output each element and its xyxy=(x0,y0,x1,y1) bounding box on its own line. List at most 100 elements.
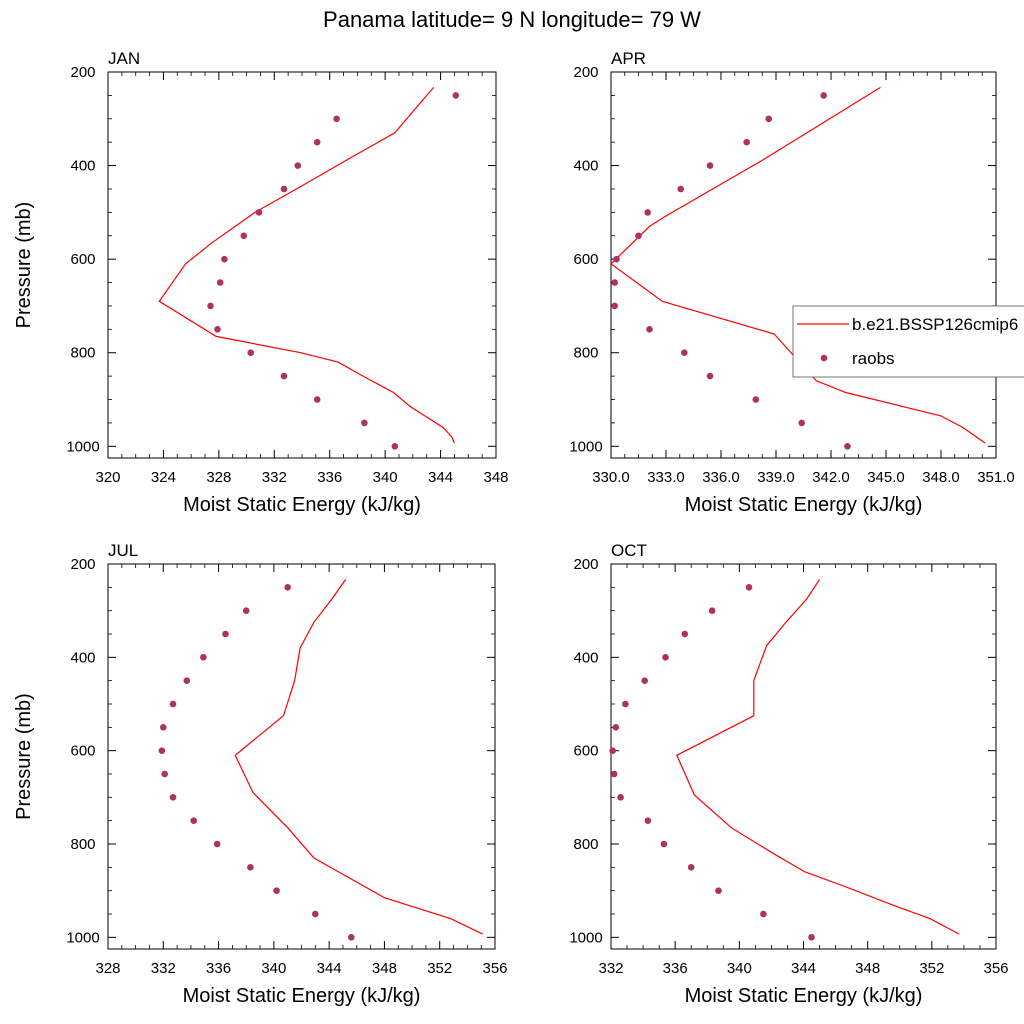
x-tick-label: 344 xyxy=(791,960,816,977)
obs-point xyxy=(622,700,629,708)
y-tick-label: 400 xyxy=(573,158,598,175)
y-axis-label: Pressure (mb) xyxy=(13,693,35,820)
panel-jul: JUL 328 332 336 340 344 348 352 356 200 400 600 800 1… xyxy=(13,541,508,1007)
obs-point xyxy=(160,724,167,731)
legend-obs-marker xyxy=(820,354,828,362)
obs-point xyxy=(280,185,288,193)
obs-point xyxy=(158,747,166,754)
x-tick-label: 332 xyxy=(598,960,623,977)
panel-oct: OCT 332 336 340 344 348 352 356 200 400 600 800 1000… xyxy=(569,541,1008,1007)
obs-point xyxy=(169,700,177,708)
obs-point xyxy=(183,677,191,684)
legend-obs-label: raobs xyxy=(852,349,895,368)
obs-point xyxy=(706,372,714,380)
x-tick-label: 339.0 xyxy=(757,469,795,486)
obs-point xyxy=(641,677,648,684)
x-tick-label: 324 xyxy=(151,469,176,486)
y-tick-label: 800 xyxy=(70,345,95,362)
obs-point xyxy=(844,443,851,450)
obs-point xyxy=(280,372,288,380)
obs-point xyxy=(273,887,280,894)
model-line xyxy=(234,579,483,935)
obs-point xyxy=(687,864,695,871)
obs-point xyxy=(255,209,263,216)
obs-point xyxy=(294,162,302,169)
x-tick-label: 333.0 xyxy=(647,469,685,486)
y-tick-label: 800 xyxy=(573,345,598,362)
x-tick-label: 336 xyxy=(317,469,342,486)
x-tick-label: 348.0 xyxy=(922,469,960,486)
y-tick-label: 400 xyxy=(70,649,95,666)
x-tick-label: 352 xyxy=(919,960,944,977)
obs-point xyxy=(681,349,688,357)
obs-point xyxy=(214,326,221,333)
obs-point xyxy=(612,724,620,731)
x-axis-label: Moist Static Energy (kJ/kg) xyxy=(183,985,421,1007)
obs-point xyxy=(611,302,618,310)
x-tick-label: 348 xyxy=(372,960,397,977)
legend-model-label: b.e21.BSSP126cmip6 xyxy=(852,315,1018,334)
panel-jan: JAN 320 324 328 332 336 340 344 348 200 400 600 800 1… xyxy=(13,49,509,516)
obs-point xyxy=(715,887,722,894)
obs-point xyxy=(708,607,716,614)
obs-point xyxy=(798,419,805,427)
obs-point xyxy=(743,138,750,146)
y-axis-label: Pressure (mb) xyxy=(13,202,35,329)
obs-point xyxy=(213,840,221,848)
obs-point xyxy=(808,934,815,941)
obs-point xyxy=(610,770,618,778)
y-tick-label: 600 xyxy=(573,743,598,760)
y-tick-label: 800 xyxy=(70,836,95,853)
x-tick-label: 336 xyxy=(206,960,231,977)
x-axis-label: Moist Static Energy (kJ/kg) xyxy=(685,985,923,1007)
x-tick-label: 340 xyxy=(373,469,398,486)
obs-point xyxy=(765,115,772,123)
x-tick-label: 342.0 xyxy=(812,469,850,486)
obs-point xyxy=(646,326,653,333)
obs-point xyxy=(312,910,319,918)
y-tick-label: 200 xyxy=(70,64,95,81)
x-tick-label: 336.0 xyxy=(702,469,740,486)
x-axis-label: Moist Static Energy (kJ/kg) xyxy=(183,494,421,516)
obs-point xyxy=(240,232,248,240)
obs-point xyxy=(221,255,228,263)
x-tick-label: 328 xyxy=(206,469,231,486)
obs-point xyxy=(313,138,321,146)
obs-point xyxy=(452,92,460,99)
x-tick-label: 340 xyxy=(727,960,752,977)
obs-point xyxy=(391,443,399,450)
x-axis-label: Moist Static Energy (kJ/kg) xyxy=(685,494,923,516)
x-tick-label: 344 xyxy=(428,469,453,486)
y-tick-label: 200 xyxy=(573,64,598,81)
obs-point xyxy=(169,794,177,801)
y-tick-label: 400 xyxy=(573,649,598,666)
x-tick-label: 330.0 xyxy=(592,469,630,486)
obs-point xyxy=(820,92,827,99)
obs-point xyxy=(611,279,618,286)
figure-title: Panama latitude= 9 N longitude= 79 W xyxy=(323,7,701,32)
x-tick-label: 340 xyxy=(261,960,286,977)
legend: b.e21.BSSP126cmip6 raobs xyxy=(792,305,1024,378)
panel-title: OCT xyxy=(611,541,647,560)
obs-point xyxy=(247,349,254,357)
y-tick-label: 400 xyxy=(70,158,95,175)
obs-point xyxy=(677,185,684,193)
model-line xyxy=(158,87,455,444)
obs-point xyxy=(644,817,652,824)
obs-point xyxy=(706,162,714,169)
obs-point xyxy=(348,934,355,941)
obs-point xyxy=(361,419,368,427)
obs-point xyxy=(242,607,250,614)
x-tick-label: 348 xyxy=(855,960,880,977)
x-tick-label: 332 xyxy=(151,960,176,977)
obs-point xyxy=(745,584,753,591)
x-tick-label: 345.0 xyxy=(867,469,905,486)
legend-box xyxy=(792,305,1024,378)
obs-point xyxy=(247,864,254,871)
panel-title: APR xyxy=(611,49,646,68)
x-tick-label: 351.0 xyxy=(977,469,1015,486)
obs-point xyxy=(644,209,651,216)
panel-title: JUL xyxy=(108,541,138,560)
